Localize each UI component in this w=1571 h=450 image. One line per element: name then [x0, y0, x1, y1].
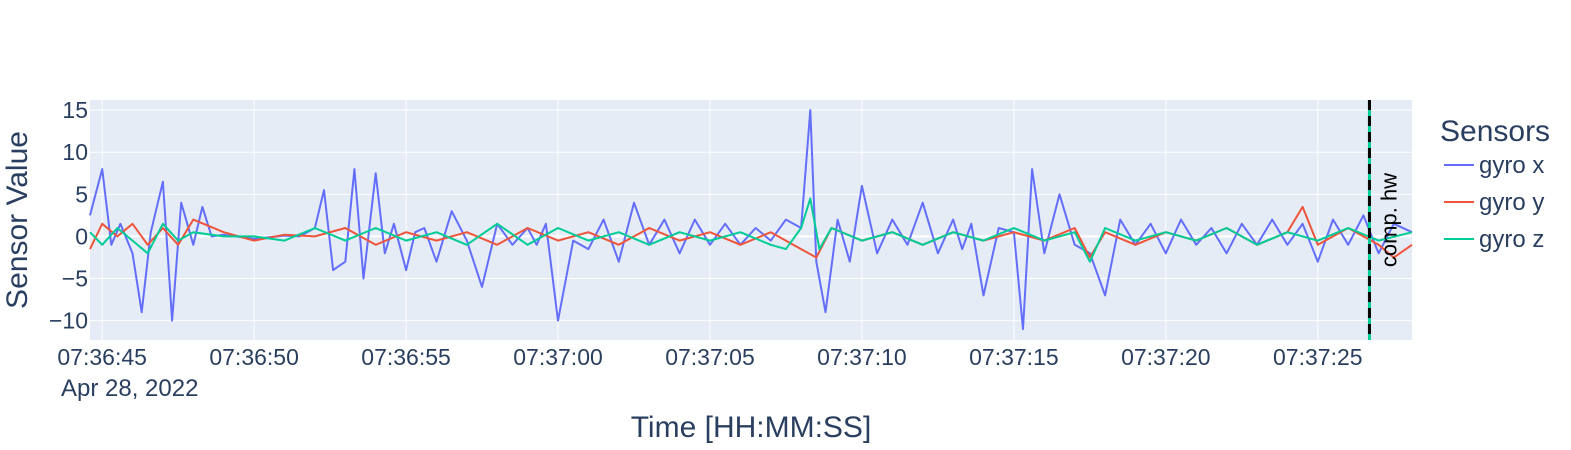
x-tick-label: 07:37:10: [817, 344, 907, 370]
legend-title: Sensors: [1440, 115, 1550, 148]
y-tick-label: −10: [49, 308, 88, 334]
y-tick-labels: 15 10 5 0 −5 −10: [49, 97, 88, 334]
series-line-gyro-z: [89, 197, 1413, 263]
y-tick-label: 0: [75, 223, 88, 249]
x-tick-label: 07:36:45: [57, 344, 147, 370]
y-tick-label: −5: [62, 266, 88, 292]
annotation-layer: comp. hw: [1367, 100, 1401, 340]
date-label: Apr 28, 2022: [61, 375, 198, 402]
legend-label-gyro-y: gyro y: [1479, 189, 1544, 216]
legend-label-gyro-z: gyro z: [1479, 226, 1544, 253]
x-tick-labels: 07:36:45 07:36:50 07:36:55 07:37:00 07:37:05…: [57, 344, 1362, 370]
x-axis-title: Time [HH:MM:SS]: [631, 411, 872, 444]
y-tick-label: 5: [75, 181, 88, 207]
legend-label-gyro-x: gyro x: [1479, 152, 1544, 179]
x-gridlines: [101, 100, 1319, 340]
x-tick-label: 07:36:55: [361, 344, 451, 370]
legend: Sensors gyro x gyro y gyro z: [1440, 115, 1550, 253]
x-tick-label: 07:37:25: [1273, 344, 1363, 370]
x-tick-label: 07:37:20: [1121, 344, 1211, 370]
x-tick-label: 07:36:50: [209, 344, 299, 370]
x-tick-label: 07:37:05: [665, 344, 755, 370]
y-axis-title: Sensor Value: [1, 131, 34, 309]
x-tick-label: 07:37:15: [969, 344, 1059, 370]
y-tick-label: 10: [62, 139, 88, 165]
plot-area-background: [90, 100, 1412, 340]
series-line-gyro-x: [89, 109, 1413, 331]
series-layer: [89, 109, 1413, 331]
y-tick-label: 15: [62, 97, 88, 123]
x-tick-label: 07:37:00: [513, 344, 603, 370]
annotation-label: comp. hw: [1376, 173, 1401, 267]
